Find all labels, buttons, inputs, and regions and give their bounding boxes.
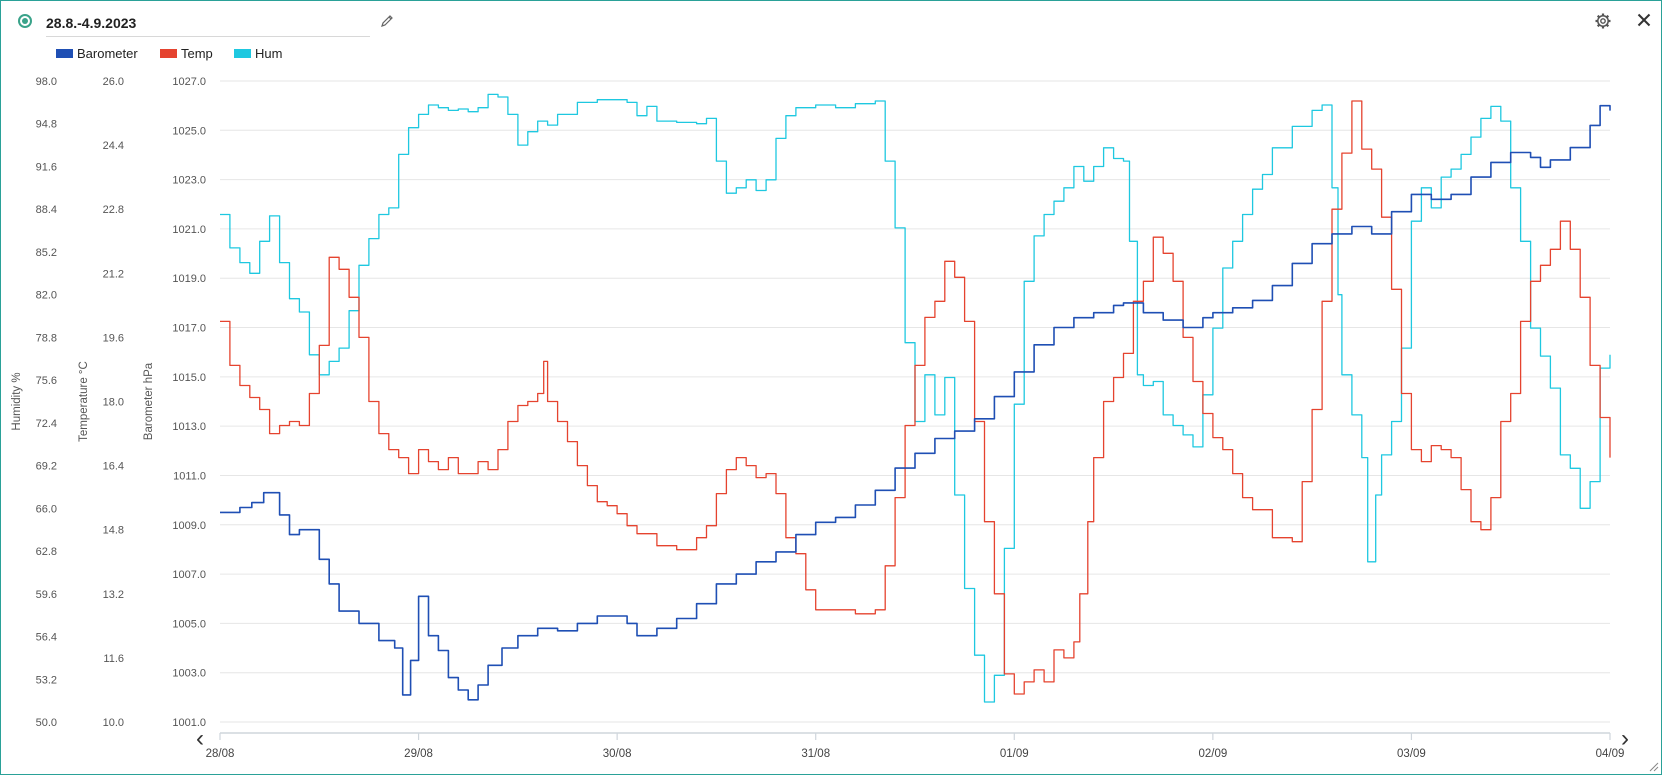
humidity-tick-label: 85.2 [36, 247, 57, 259]
humidity-tick-label: 59.6 [36, 589, 57, 601]
legend-swatch-barometer [56, 49, 73, 58]
weather-line-chart: Barometer Temp Hum 98.0 94.8 91.6 88.4 85.2 82.… [11, 46, 1659, 772]
time-axis: 28/08 29/08 30/08 31/08 01/09 02/09 03/09 04/09 [206, 733, 1625, 760]
temperature-tick-label: 13.2 [103, 589, 124, 601]
legend-swatch-hum [234, 49, 251, 58]
prev-period-button[interactable]: ‹ [196, 725, 204, 752]
resize-grip-icon[interactable] [1649, 762, 1659, 772]
period-title-input[interactable] [46, 10, 370, 37]
legend-label-hum[interactable]: Hum [255, 46, 282, 61]
humidity-tick-label: 94.8 [36, 119, 57, 131]
barometer-tick-label: 1023.0 [172, 175, 206, 187]
humidity-tick-label: 88.4 [36, 204, 57, 216]
temperature-axis-title: Temperature °C [78, 361, 90, 442]
humidity-axis-title: Humidity % [11, 372, 23, 430]
barometer-tick-label: 1005.0 [172, 618, 206, 630]
legend-label-barometer[interactable]: Barometer [77, 46, 138, 61]
x-tick-label: 31/08 [801, 748, 830, 760]
temperature-axis: 26.0 24.4 22.8 21.2 19.6 18.0 16.4 14.8 13.2 11.6… [78, 76, 124, 729]
humidity-tick-label: 75.6 [36, 375, 57, 387]
temperature-tick-label: 16.4 [103, 461, 124, 473]
status-dot-icon[interactable] [18, 14, 32, 28]
humidity-tick-label: 66.0 [36, 503, 57, 515]
series-line-temp [220, 100, 1611, 695]
next-period-button[interactable]: › [1621, 725, 1629, 752]
humidity-tick-label: 91.6 [36, 161, 57, 173]
chart-series [220, 93, 1611, 703]
humidity-tick-label: 62.8 [36, 546, 57, 558]
temperature-tick-label: 14.8 [103, 525, 124, 537]
humidity-tick-label: 56.4 [36, 632, 57, 644]
temperature-tick-label: 22.8 [103, 204, 124, 216]
chart-navigation: ‹ › [196, 725, 1659, 772]
legend-label-temp[interactable]: Temp [181, 46, 213, 61]
barometer-tick-label: 1027.0 [172, 76, 206, 88]
barometer-tick-label: 1025.0 [172, 125, 206, 137]
barometer-tick-label: 1015.0 [172, 372, 206, 384]
barometer-axis: 1027.0 1025.0 1023.0 1021.0 1019.0 1017.0 1015… [143, 76, 206, 729]
chart-legend: Barometer Temp Hum [56, 46, 282, 61]
series-line-hum [220, 93, 1611, 703]
barometer-tick-label: 1009.0 [172, 520, 206, 532]
legend-swatch-temp [160, 49, 177, 58]
humidity-tick-label: 98.0 [36, 76, 57, 88]
temperature-tick-label: 19.6 [103, 332, 124, 344]
temperature-tick-label: 11.6 [103, 653, 124, 665]
humidity-tick-label: 72.4 [36, 418, 57, 430]
humidity-tick-label: 78.8 [36, 332, 57, 344]
x-tick-label: 04/09 [1596, 748, 1625, 760]
barometer-tick-label: 1013.0 [172, 421, 206, 433]
x-tick-label: 01/09 [1000, 748, 1029, 760]
barometer-axis-title: Barometer hPa [143, 362, 155, 440]
temperature-tick-label: 21.2 [103, 268, 124, 280]
temperature-tick-label: 10.0 [103, 717, 124, 729]
x-tick-label: 03/09 [1397, 748, 1426, 760]
barometer-tick-label: 1011.0 [173, 470, 206, 482]
x-tick-label: 30/08 [603, 748, 632, 760]
close-icon[interactable] [1637, 13, 1651, 27]
barometer-tick-label: 1017.0 [172, 323, 206, 335]
x-tick-label: 02/09 [1198, 748, 1227, 760]
header-bar [16, 10, 1656, 40]
pencil-icon[interactable] [380, 14, 394, 28]
x-tick-label: 29/08 [404, 748, 433, 760]
barometer-tick-label: 1001.0 [172, 717, 206, 729]
humidity-tick-label: 69.2 [36, 461, 57, 473]
x-tick-label: 28/08 [206, 748, 235, 760]
humidity-tick-label: 53.2 [36, 674, 57, 686]
humidity-tick-label: 50.0 [36, 717, 57, 729]
barometer-tick-label: 1019.0 [172, 273, 206, 285]
gear-icon[interactable] [1594, 12, 1612, 30]
temperature-tick-label: 18.0 [103, 397, 124, 409]
temperature-tick-label: 26.0 [103, 76, 124, 88]
barometer-tick-label: 1021.0 [172, 224, 206, 236]
barometer-tick-label: 1003.0 [172, 668, 206, 680]
barometer-tick-label: 1007.0 [172, 569, 206, 581]
humidity-axis: 98.0 94.8 91.6 88.4 85.2 82.0 78.8 75.6 72.4 69.2… [11, 76, 57, 729]
temperature-tick-label: 24.4 [103, 140, 124, 152]
series-line-barometer [220, 104, 1611, 701]
humidity-tick-label: 82.0 [36, 290, 57, 302]
